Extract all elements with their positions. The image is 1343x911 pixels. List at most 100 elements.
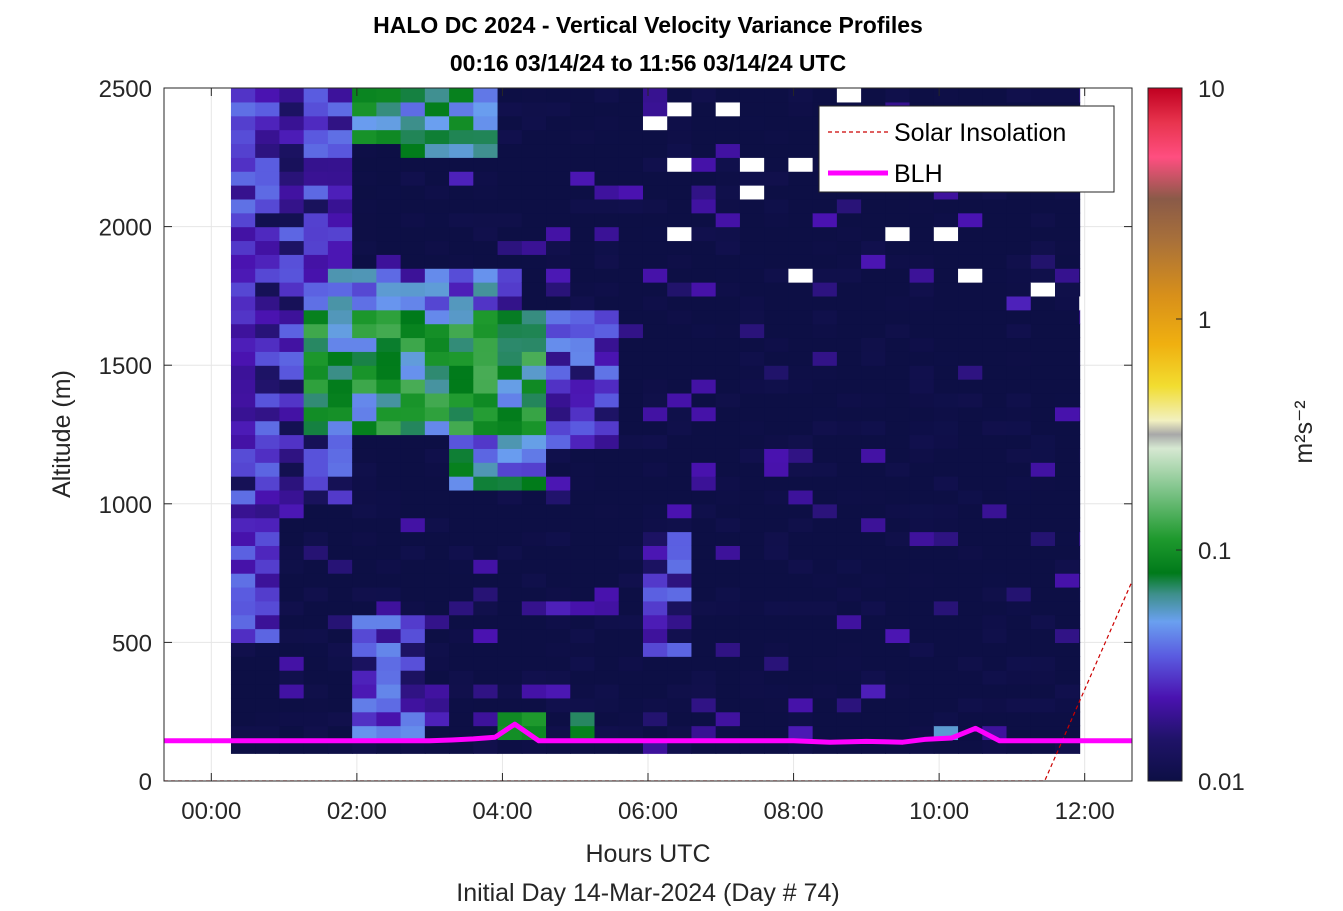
heatmap-cell bbox=[933, 697, 959, 713]
heatmap-cell bbox=[570, 282, 596, 297]
heatmap-cell bbox=[618, 531, 644, 546]
heatmap-cell bbox=[691, 185, 717, 200]
heatmap-cell bbox=[739, 406, 765, 422]
heatmap-cell bbox=[1006, 268, 1032, 283]
heatmap-cell bbox=[861, 295, 886, 311]
heatmap-cell bbox=[885, 642, 911, 657]
heatmap-cell bbox=[764, 143, 789, 158]
heatmap-cell bbox=[497, 379, 523, 394]
heatmap-cell bbox=[715, 88, 741, 103]
heatmap-cell bbox=[933, 295, 959, 311]
heatmap-cell bbox=[764, 212, 789, 228]
heatmap-cell bbox=[885, 531, 911, 546]
heatmap-cell bbox=[1055, 448, 1080, 463]
heatmap-cell bbox=[473, 628, 499, 643]
heatmap-cell bbox=[667, 683, 693, 699]
heatmap-cell bbox=[958, 739, 983, 754]
heatmap-cell bbox=[1030, 725, 1056, 741]
heatmap-cell bbox=[352, 628, 377, 643]
heatmap-cell bbox=[715, 642, 741, 657]
heatmap-cell bbox=[352, 309, 377, 325]
heatmap-cell bbox=[594, 670, 620, 685]
heatmap-cell bbox=[885, 503, 911, 519]
heatmap-cell bbox=[739, 517, 765, 533]
heatmap-cell bbox=[861, 600, 886, 616]
heatmap-cell bbox=[376, 406, 402, 422]
heatmap-cell bbox=[327, 157, 353, 172]
heatmap-cell bbox=[327, 240, 353, 255]
heatmap-cell bbox=[1006, 351, 1032, 366]
heatmap-cell bbox=[230, 323, 256, 339]
heatmap-cell bbox=[885, 295, 911, 311]
heatmap-cell bbox=[812, 309, 838, 325]
heatmap-cell bbox=[1079, 309, 1081, 325]
heatmap-cell bbox=[933, 226, 959, 242]
heatmap-cell bbox=[376, 628, 402, 643]
heatmap-cell bbox=[982, 198, 1008, 214]
heatmap-cell bbox=[279, 392, 305, 408]
heatmap-cell bbox=[958, 295, 983, 311]
heatmap-cell bbox=[497, 628, 523, 643]
heatmap-cell bbox=[715, 337, 741, 352]
heatmap-cell bbox=[352, 670, 377, 685]
heatmap-cell bbox=[715, 226, 741, 242]
heatmap-cell bbox=[255, 586, 281, 602]
heatmap-cell bbox=[376, 365, 402, 380]
heatmap-cell bbox=[885, 670, 911, 685]
heatmap-cell bbox=[497, 185, 523, 200]
heatmap-cell bbox=[546, 642, 571, 657]
heatmap-cell bbox=[1079, 614, 1081, 630]
heatmap-cell bbox=[642, 725, 668, 741]
heatmap-cell bbox=[836, 282, 862, 297]
heatmap-cell bbox=[594, 448, 620, 463]
heatmap-cell bbox=[255, 143, 281, 158]
heatmap-cell bbox=[764, 642, 789, 657]
heatmap-cell bbox=[352, 185, 377, 200]
heatmap-cell bbox=[812, 725, 838, 741]
heatmap-cell bbox=[473, 739, 499, 754]
heatmap-cell bbox=[667, 379, 693, 394]
heatmap-cell bbox=[909, 392, 935, 408]
heatmap-cell bbox=[424, 614, 450, 630]
heatmap-cell bbox=[327, 171, 353, 186]
heatmap-cell bbox=[836, 462, 862, 477]
heatmap-cell bbox=[570, 129, 596, 145]
heatmap-cell bbox=[764, 198, 789, 214]
heatmap-cell bbox=[255, 171, 281, 186]
heatmap-cell bbox=[861, 448, 886, 463]
heatmap-cell bbox=[1030, 295, 1056, 311]
heatmap-cell bbox=[885, 309, 911, 325]
heatmap-cell bbox=[812, 282, 838, 297]
heatmap-cell bbox=[982, 420, 1008, 436]
heatmap-cell bbox=[885, 573, 911, 588]
y-axis-label: Altitude (m) bbox=[48, 370, 76, 498]
heatmap-cell bbox=[739, 309, 765, 325]
heatmap-cell bbox=[352, 254, 377, 269]
heatmap-cell bbox=[1079, 392, 1081, 408]
heatmap-cell bbox=[497, 240, 523, 255]
heatmap-cell bbox=[691, 379, 717, 394]
x-axis-label: Hours UTC bbox=[585, 840, 710, 868]
heatmap-cell bbox=[982, 545, 1008, 560]
heatmap-cell bbox=[812, 351, 838, 366]
heatmap-cell bbox=[327, 295, 353, 311]
heatmap-cell bbox=[1079, 559, 1081, 574]
heatmap-cell bbox=[376, 171, 402, 186]
heatmap-cell bbox=[642, 614, 668, 630]
heatmap-cell bbox=[376, 185, 402, 200]
heatmap-cell bbox=[788, 559, 814, 574]
heatmap-cell bbox=[909, 323, 935, 339]
heatmap-cell bbox=[594, 323, 620, 339]
heatmap-cell bbox=[279, 600, 305, 616]
heatmap-cell bbox=[933, 503, 959, 519]
heatmap-cell bbox=[788, 101, 814, 117]
heatmap-cell bbox=[958, 337, 983, 352]
heatmap-cell bbox=[570, 683, 596, 699]
heatmap-cell bbox=[618, 670, 644, 685]
heatmap-cell bbox=[642, 434, 668, 449]
heatmap-cell bbox=[642, 115, 668, 131]
heatmap-cell bbox=[303, 337, 329, 352]
heatmap-cell bbox=[521, 642, 547, 657]
heatmap-cell bbox=[521, 198, 547, 214]
